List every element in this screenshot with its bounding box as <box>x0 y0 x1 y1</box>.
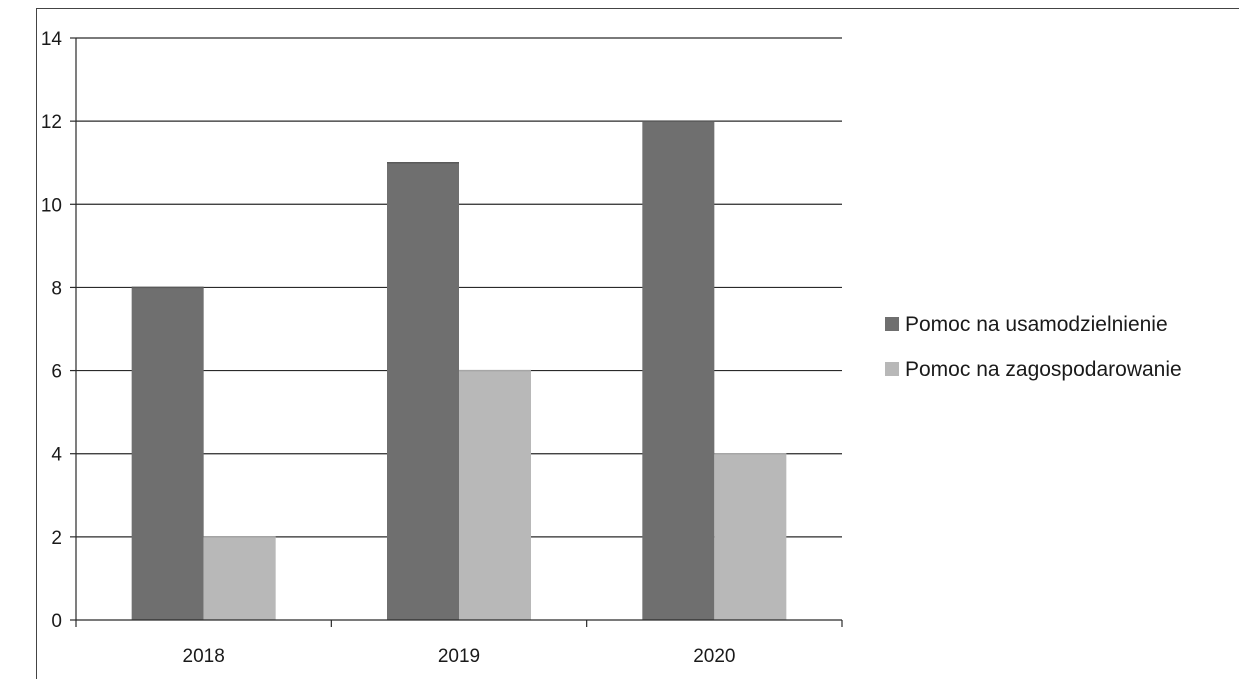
bar-series1-2018 <box>131 287 204 620</box>
y-tick-label: 2 <box>51 528 62 549</box>
legend-swatch-series2 <box>885 362 899 376</box>
x-tick-label: 2020 <box>693 646 735 667</box>
legend-swatch-series1 <box>885 317 899 331</box>
x-tick-label: 2019 <box>438 646 480 667</box>
bar-series2-2019 <box>459 370 531 620</box>
x-tick-label: 2018 <box>183 646 225 667</box>
legend-label-series1: Pomoc na usamodzielnienie <box>905 313 1168 336</box>
y-tick-label: 12 <box>41 112 62 133</box>
x-axis-tick-labels: 2018 2019 2020 <box>183 646 736 667</box>
bars <box>131 120 787 621</box>
y-tick-label: 10 <box>41 195 62 216</box>
bar-series2-2018 <box>203 536 276 620</box>
bar-series1-2020 <box>642 121 715 621</box>
y-tick-label: 6 <box>51 362 62 383</box>
legend-label-series2: Pomoc na zagospodarowanie <box>905 358 1182 381</box>
y-axis-tick-labels: 0 2 4 6 8 10 12 14 <box>41 29 63 632</box>
y-tick-label: 14 <box>41 29 63 50</box>
chart-frame <box>36 8 1239 679</box>
axes <box>70 37 843 627</box>
bar-series2-2020 <box>714 453 787 620</box>
y-tick-label: 4 <box>51 445 62 466</box>
y-tick-label: 0 <box>51 611 62 632</box>
bar-series1-2019 <box>387 162 459 620</box>
legend: Pomoc na usamodzielnienie Pomoc na zagosp… <box>885 313 1182 381</box>
y-tick-label: 8 <box>51 278 62 299</box>
